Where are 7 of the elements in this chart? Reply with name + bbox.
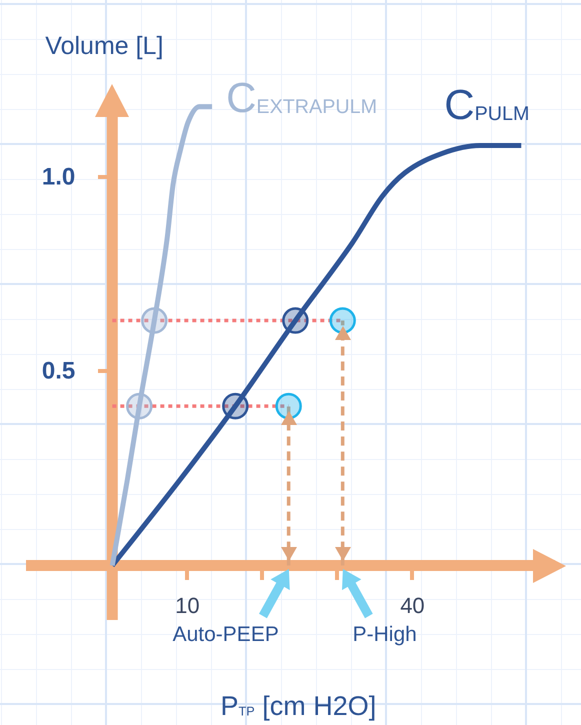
x-tick-label: 40 — [400, 592, 425, 618]
y-axis-title: Volume [L] — [45, 32, 164, 60]
y-tick-label: 1.0 — [42, 163, 76, 190]
x-tick-label: 10 — [175, 592, 200, 618]
y-tick-label: 0.5 — [42, 358, 76, 385]
annotation: Auto-PEEP — [172, 622, 279, 646]
annotation: P-High — [352, 622, 417, 646]
